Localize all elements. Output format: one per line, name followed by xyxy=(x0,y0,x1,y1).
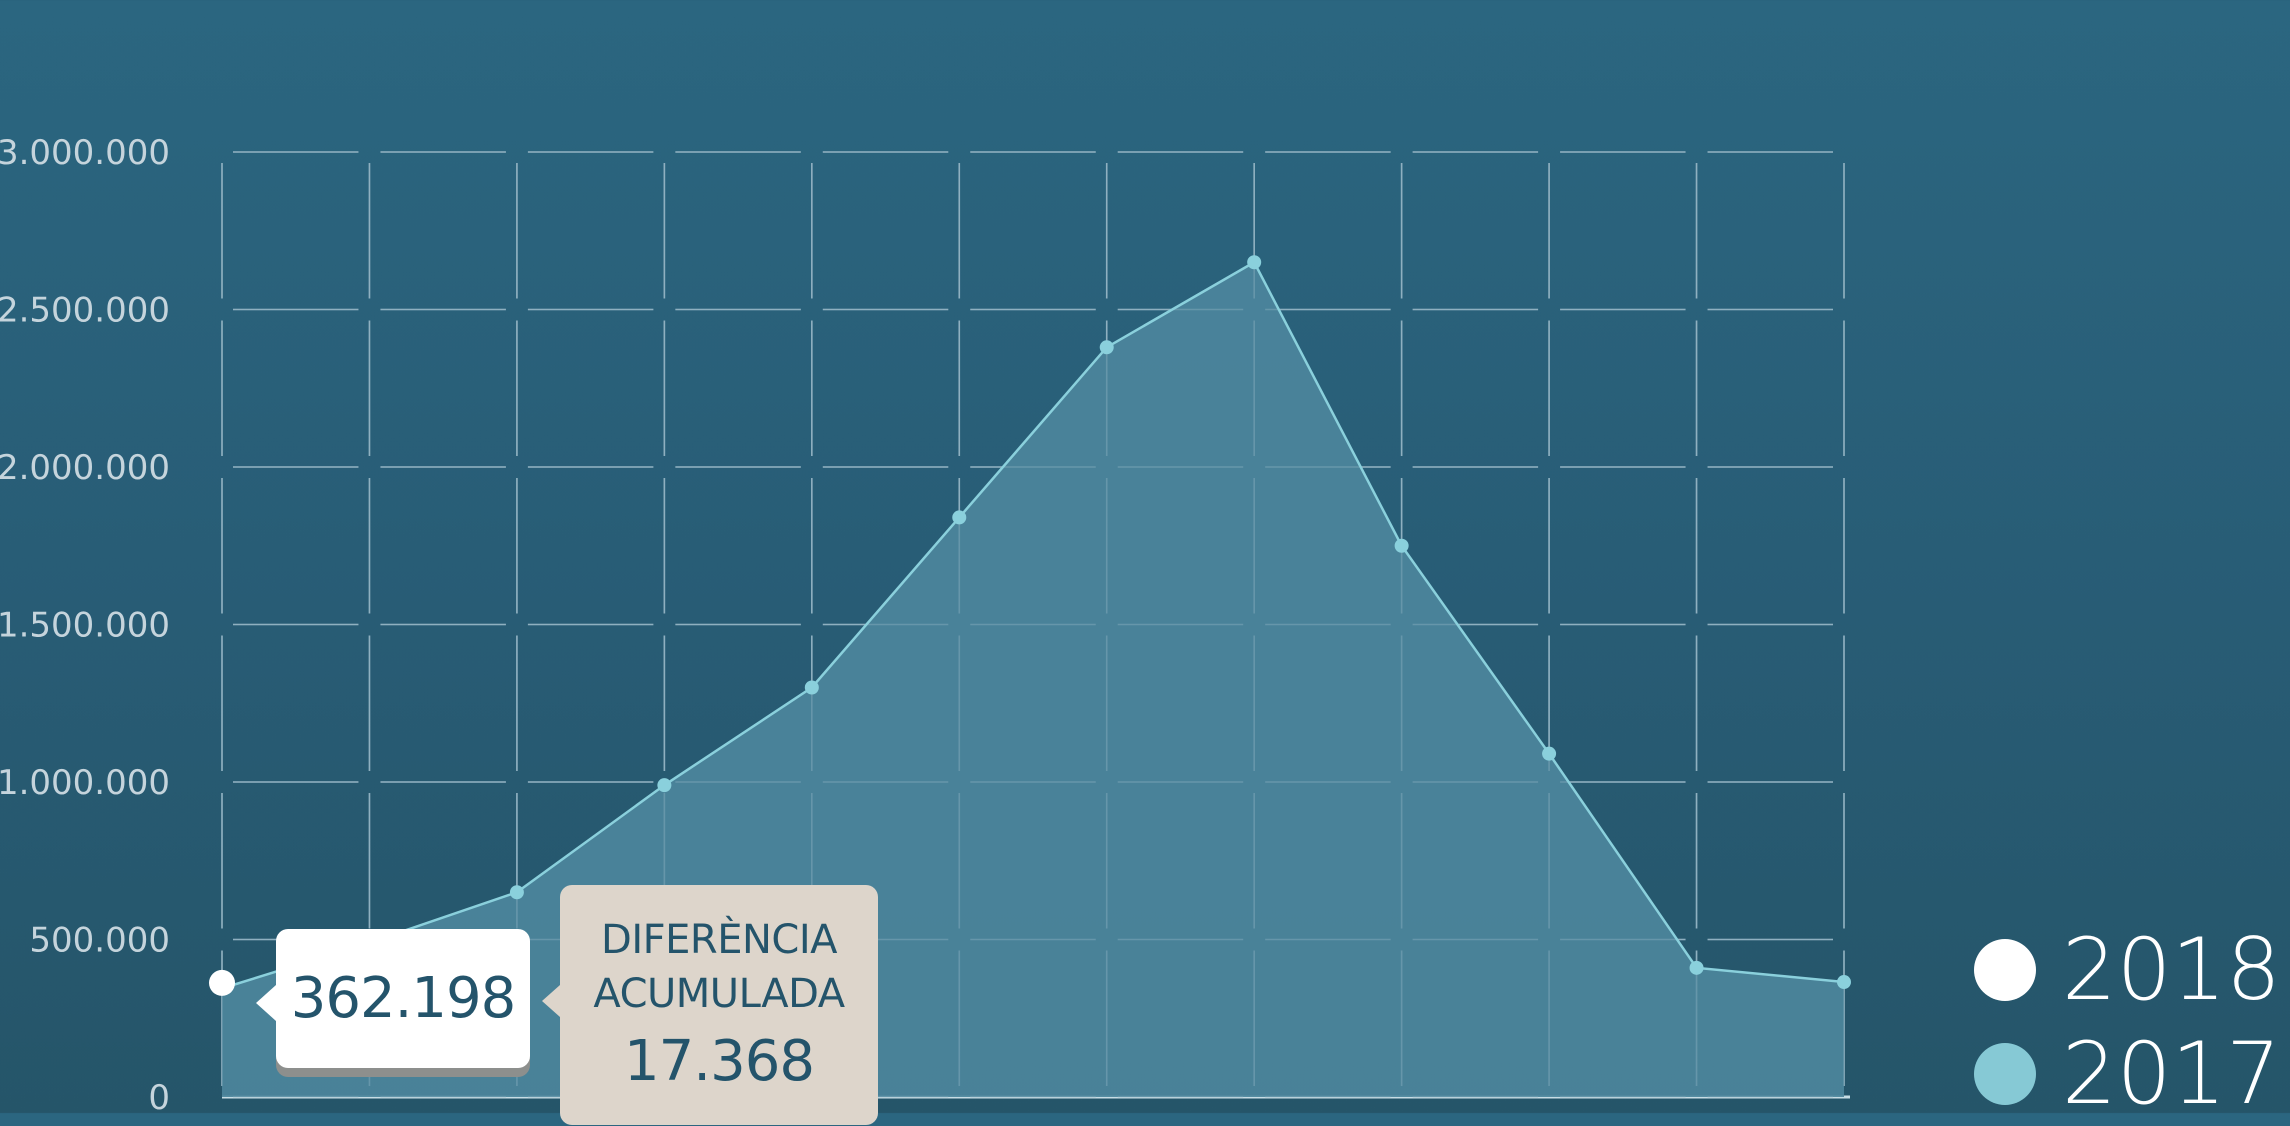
data-point-2018 xyxy=(209,969,235,996)
y-tick-label: 2.500.000 xyxy=(0,291,170,331)
y-axis: 0 500.000 1.000.000 1.500.000 2.000.000 2.500… xyxy=(0,133,170,1113)
tooltip-value: 362.198 xyxy=(290,966,517,1031)
data-point-2017 xyxy=(509,885,524,900)
y-tick-label: 0 xyxy=(148,1078,170,1113)
data-point-2017 xyxy=(1542,746,1557,761)
difference-label: DIFERÈNCIA ACUMULADA xyxy=(593,917,845,1017)
y-tick-label: 2.000.000 xyxy=(0,448,170,488)
legend-item-2017[interactable]: 2017 xyxy=(1974,1022,2281,1126)
legend-swatch-2018 xyxy=(1974,939,2036,1001)
legend-label: 2017 xyxy=(2062,1024,2281,1124)
data-point-2017 xyxy=(1394,538,1409,553)
series-line-2017 xyxy=(221,260,1845,990)
data-point-2017 xyxy=(804,680,819,695)
data-point-2017 xyxy=(1099,340,1114,355)
y-tick-label: 500.000 xyxy=(29,921,170,961)
data-point-2017 xyxy=(952,510,967,525)
difference-tooltip: DIFERÈNCIA ACUMULADA 17.368 xyxy=(542,885,878,1125)
legend: 2018 2017 xyxy=(1974,918,2281,1126)
y-tick-label: 1.500.000 xyxy=(0,606,170,646)
legend-swatch-2017 xyxy=(1974,1043,2036,1105)
data-point-2017 xyxy=(1837,975,1851,990)
data-point-2017 xyxy=(657,778,672,793)
legend-item-2018[interactable]: 2018 xyxy=(1974,918,2281,1022)
legend-label: 2018 xyxy=(2062,920,2281,1020)
y-tick-label: 3.000.000 xyxy=(0,133,170,173)
value-tooltip: 362.198 xyxy=(256,929,530,1068)
data-point-2017 xyxy=(1689,960,1704,975)
y-tick-label: 1.000.000 xyxy=(0,763,170,803)
data-point-2017 xyxy=(1247,255,1262,270)
difference-value: 17.368 xyxy=(624,1029,815,1094)
